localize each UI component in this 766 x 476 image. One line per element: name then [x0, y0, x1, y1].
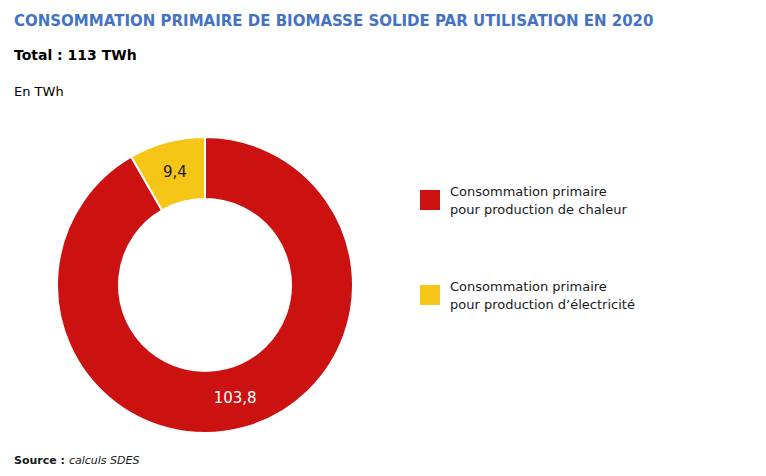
chart: CONSOMMATION PRIMAIRE DE BIOMASSE SOLIDE… [0, 0, 766, 476]
data-label: 9,4 [163, 163, 187, 181]
source-bold: Source : [14, 454, 65, 467]
source-italic: calculs SDES [69, 454, 140, 467]
subtitle: Total : 113 TWh [14, 47, 137, 63]
unit-label: En TWh [14, 84, 64, 99]
data-labels: 103,8 9,4 [163, 163, 257, 407]
source: Source : calculs SDES [14, 454, 140, 467]
legend-label: Consommation primaire pour production d’é… [450, 279, 635, 312]
legend-label-line: Consommation primaire [450, 184, 607, 199]
legend: Consommation primaire pour production de … [420, 184, 635, 312]
legend-label-line: Consommation primaire [450, 279, 607, 294]
slice [57, 137, 353, 433]
legend-label-line: pour production d’électricité [450, 297, 635, 312]
slice [131, 137, 205, 210]
title: CONSOMMATION PRIMAIRE DE BIOMASSE SOLIDE… [14, 12, 654, 30]
donut [57, 137, 353, 433]
legend-item: Consommation primaire pour production de … [420, 184, 627, 217]
legend-swatch [420, 190, 440, 210]
legend-label-line: pour production de chaleur [450, 202, 627, 217]
legend-label: Consommation primaire pour production de … [450, 184, 627, 217]
legend-item: Consommation primaire pour production d’é… [420, 279, 635, 312]
data-label: 103,8 [214, 389, 257, 407]
legend-swatch [420, 285, 440, 305]
